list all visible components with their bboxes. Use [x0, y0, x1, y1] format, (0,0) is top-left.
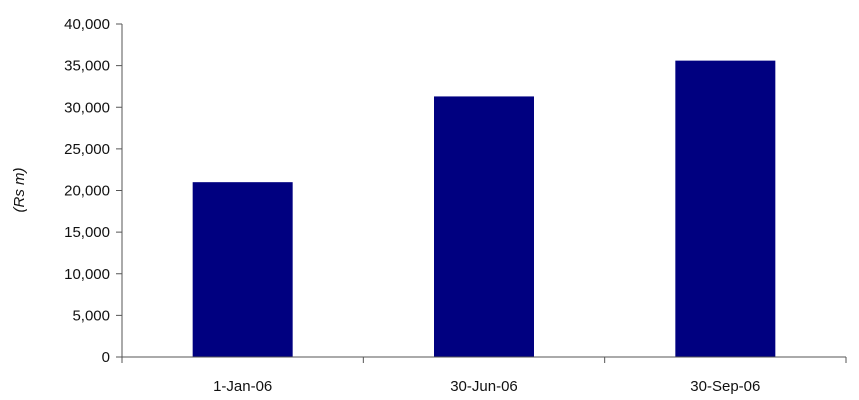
y-tick-label: 15,000	[64, 224, 110, 241]
y-tick-label: 10,000	[64, 266, 110, 283]
bars	[192, 60, 776, 358]
bar-30-sep-06	[675, 60, 776, 357]
y-tick-label: 20,000	[64, 183, 110, 200]
x-category-label: 30-Sep-06	[690, 378, 760, 395]
x-category-label: 30-Jun-06	[450, 378, 518, 395]
y-tick-label: 30,000	[64, 99, 110, 116]
y-axis-ticks: 0 5,000 10,000 15,000 20,000 25,000 30,000 35,0…	[64, 16, 122, 366]
y-tick-label: 40,000	[64, 16, 110, 33]
y-tick-label: 35,000	[64, 58, 110, 75]
bar-1-jan-06	[192, 182, 293, 357]
x-axis: 1-Jan-06 30-Jun-06 30-Sep-06	[121, 357, 847, 395]
y-axis-title: (Rs m)	[11, 168, 28, 213]
bar-30-jun-06	[434, 96, 534, 358]
y-tick-label: 25,000	[64, 141, 110, 158]
y-tick-label: 0	[102, 349, 110, 366]
y-tick-label: 5,000	[72, 307, 110, 324]
x-category-label: 1-Jan-06	[213, 378, 272, 395]
